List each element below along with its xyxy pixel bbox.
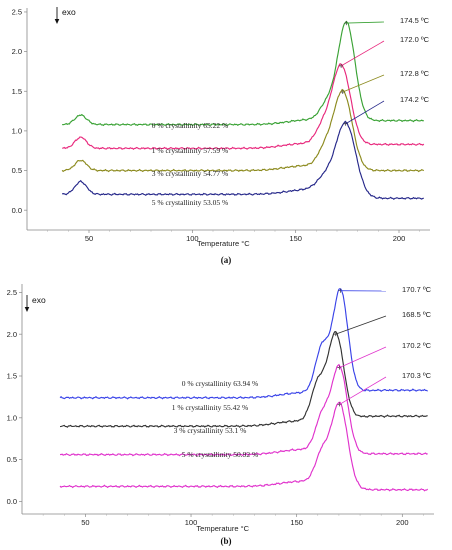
crystallinity-label: 5 % crystallinity 53.05 % xyxy=(152,198,228,207)
x-tick-label: 100 xyxy=(186,234,199,243)
crystallinity-label: 0 % crystallinity 63.94 % xyxy=(182,379,258,388)
peak-leader-line xyxy=(339,376,387,405)
peak-label: 170.3 ºC xyxy=(402,371,432,380)
x-axis-label: Temperature °C xyxy=(196,524,249,533)
crystallinity-label: 0 % crystallinity 65.22 % xyxy=(152,121,228,130)
peak-leader-line xyxy=(339,346,387,369)
series-line xyxy=(62,62,425,151)
exo-arrow-head xyxy=(54,19,60,24)
x-tick-label: 50 xyxy=(85,234,93,243)
y-tick-label: 1.0 xyxy=(7,413,17,422)
peak-leader-line xyxy=(346,21,385,24)
peak-label: 174.5 ºC xyxy=(400,16,430,25)
chart-panel-a: 0.0 0.5 1.0 1.5 2.0 2.5 50 100 150 200 Temperature… xyxy=(12,7,430,265)
y-tick-label: 2.0 xyxy=(7,330,17,339)
series-line xyxy=(59,287,428,400)
exo-label: exo xyxy=(32,295,46,305)
y-tick-label: 0.0 xyxy=(7,497,17,506)
peak-label: 172.0 ºC xyxy=(400,35,430,44)
peak-marker xyxy=(339,63,344,68)
x-tick-label: 200 xyxy=(393,234,406,243)
y-tick-label: 0.5 xyxy=(12,166,22,175)
y-tick-label: 2.5 xyxy=(12,8,22,17)
series-line xyxy=(62,20,424,127)
peak-leader-line xyxy=(335,315,387,335)
series-line xyxy=(61,88,425,173)
series-line xyxy=(59,363,428,457)
crystallinity-label: 1 % crystallinity 57.59 % xyxy=(152,146,228,155)
peak-label: 170.2 ºC xyxy=(402,341,432,350)
exo-arrow-head xyxy=(24,307,30,312)
series-line xyxy=(62,120,424,201)
peak-leader-line xyxy=(345,100,385,125)
peak-label: 172.8 ºC xyxy=(400,69,430,78)
peak-leader-line xyxy=(342,74,385,93)
y-tick-label: 1.0 xyxy=(12,126,22,135)
chart-panel-b: 0.0 0.5 1.0 1.5 2.0 2.5 50 100 150 200 Temperature… xyxy=(7,284,434,546)
peak-label: 168.5 ºC xyxy=(402,310,432,319)
x-tick-label: 150 xyxy=(290,518,303,527)
exo-label: exo xyxy=(62,7,76,17)
panel-label: (b) xyxy=(221,536,232,546)
peak-label: 170.7 ºC xyxy=(402,285,432,294)
crystallinity-label: 1 % crystallinity 55.42 % xyxy=(172,403,248,412)
crystallinity-label: 3 % crystallinity 53.1 % xyxy=(174,426,247,435)
series-line xyxy=(59,401,429,492)
series-line xyxy=(59,330,428,428)
y-tick-label: 1.5 xyxy=(12,87,22,96)
y-tick-label: 2.5 xyxy=(7,288,17,297)
x-tick-label: 50 xyxy=(81,518,89,527)
y-tick-label: 1.5 xyxy=(7,372,17,381)
peak-label: 174.2 ºC xyxy=(400,95,430,104)
crystallinity-label: 5 % crystallinity 50.92 % xyxy=(182,450,258,459)
panel-label: (a) xyxy=(221,255,232,265)
x-axis-label: Temperature °C xyxy=(197,239,250,248)
crystallinity-label: 3 % crystallinity 54.77 % xyxy=(152,169,228,178)
y-tick-label: 0.5 xyxy=(7,455,17,464)
x-tick-label: 150 xyxy=(289,234,302,243)
x-tick-label: 200 xyxy=(396,518,409,527)
peak-leader-line xyxy=(340,40,385,67)
y-tick-label: 0.0 xyxy=(12,206,22,215)
y-tick-label: 2.0 xyxy=(12,47,22,56)
x-tick-label: 100 xyxy=(185,518,198,527)
